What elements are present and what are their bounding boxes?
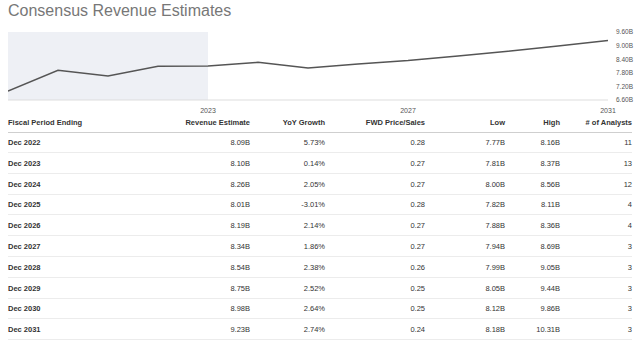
html-text:2.14%: 2.14% (303, 221, 325, 231)
html-text:3: 3 (627, 262, 632, 272)
html-text:Dec 2023: Dec 2023 (8, 158, 41, 168)
svg-text:6.60B: 6.60B (616, 96, 632, 103)
html-text:8.37B: 8.37B (540, 158, 560, 168)
html-text:7.82B: 7.82B (485, 200, 505, 210)
html-text:2.38%: 2.38% (303, 262, 325, 272)
html-text:Consensus Revenue Estimates: Consensus Revenue Estimates (8, 2, 232, 19)
html-text:3: 3 (627, 242, 632, 251)
html-text:Revenue Estimate: Revenue Estimate (185, 118, 250, 127)
html-text:1.86%: 1.86% (303, 242, 325, 251)
html-text:2.05%: 2.05% (303, 179, 325, 189)
svg-text:7.20B: 7.20B (616, 83, 632, 90)
html-text:0.27: 0.27 (410, 158, 425, 168)
html-text:4: 4 (627, 221, 632, 231)
html-text:7.99B: 7.99B (485, 262, 505, 272)
html-text:0.14%: 0.14% (303, 158, 325, 168)
html-text:9.05B: 9.05B (540, 262, 560, 272)
html-text:8.26B: 8.26B (230, 179, 250, 189)
html-text:Dec 2027: Dec 2027 (8, 242, 41, 251)
html-text:# of Analysts: # of Analysts (585, 118, 632, 127)
html-text:Dec 2026: Dec 2026 (8, 221, 41, 231)
svg-text:9.60B: 9.60B (616, 28, 632, 35)
html-text:7.88B: 7.88B (485, 221, 505, 231)
html-text:9.44B: 9.44B (540, 283, 560, 293)
html-text:Dec 2030: Dec 2030 (8, 304, 41, 314)
html-text:13: 13 (623, 158, 632, 168)
html-text:3: 3 (627, 283, 632, 293)
html-text:4: 4 (627, 200, 632, 210)
html-text:8.75B: 8.75B (230, 283, 250, 293)
svg-text:7.80B: 7.80B (616, 69, 632, 76)
html-text:2.52%: 2.52% (303, 283, 325, 293)
html-text:0.27: 0.27 (410, 221, 425, 231)
html-text:0.27: 0.27 (410, 242, 425, 251)
html-text:5.73%: 5.73% (303, 138, 325, 147)
html-text:9.23B: 9.23B (230, 325, 250, 335)
html-text:8.09B: 8.09B (230, 138, 250, 147)
html-text:Fiscal Period Ending: Fiscal Period Ending (8, 118, 83, 127)
html-text:2.64%: 2.64% (303, 304, 325, 314)
html-text:Dec 2029: Dec 2029 (8, 283, 41, 293)
html-text:Dec 2025: Dec 2025 (8, 200, 41, 210)
html-text:0.26: 0.26 (410, 262, 425, 272)
html-text:8.69B: 8.69B (540, 242, 560, 251)
html-text:Dec 2024: Dec 2024 (8, 179, 41, 189)
html-text:High: High (543, 118, 560, 127)
html-text:0.28: 0.28 (410, 200, 425, 210)
html-text:Dec 2022: Dec 2022 (8, 138, 41, 147)
svg-text:2023: 2023 (200, 107, 216, 114)
html-text:0.24: 0.24 (410, 325, 425, 335)
html-text:8.10B: 8.10B (230, 158, 250, 168)
html-text:8.00B: 8.00B (485, 179, 505, 189)
html-text:Dec 2028: Dec 2028 (8, 262, 41, 272)
html-text:0.25: 0.25 (410, 283, 425, 293)
svg-text:8.40B: 8.40B (616, 56, 632, 63)
html-text:8.18B: 8.18B (485, 325, 505, 335)
html-text:3: 3 (627, 325, 632, 335)
html-text:Low: Low (490, 118, 505, 127)
html-text:9.86B: 9.86B (540, 304, 560, 314)
svg-text:2031: 2031 (600, 107, 616, 114)
html-text:8.19B: 8.19B (230, 221, 250, 231)
html-text:7.81B: 7.81B (485, 158, 505, 168)
svg-text:9.00B: 9.00B (616, 42, 632, 49)
html-text:8.98B: 8.98B (230, 304, 250, 314)
html-text:8.36B: 8.36B (540, 221, 560, 231)
html-text:0.28: 0.28 (410, 138, 425, 147)
html-text:2.74%: 2.74% (303, 325, 325, 335)
html-text:8.54B: 8.54B (230, 262, 250, 272)
html-text:7.94B: 7.94B (485, 242, 505, 251)
html-text:7.77B: 7.77B (485, 138, 505, 147)
html-text:YoY Growth: YoY Growth (282, 118, 325, 127)
html-text:8.11B: 8.11B (541, 200, 560, 210)
html-text:10.31B: 10.31B (536, 325, 560, 335)
html-text:8.01B: 8.01B (230, 200, 250, 210)
html-text:11: 11 (624, 138, 632, 147)
html-text:FWD Price/Sales: FWD Price/Sales (365, 118, 425, 127)
html-text:3: 3 (627, 304, 632, 314)
html-text:-3.01%: -3.01% (301, 200, 325, 210)
html-text:Dec 2031: Dec 2031 (8, 325, 41, 335)
html-text:8.12B: 8.12B (485, 304, 505, 314)
html-text:0.25: 0.25 (410, 304, 425, 314)
html-text:8.05B: 8.05B (485, 283, 505, 293)
svg-text:2027: 2027 (400, 107, 416, 114)
html-text:0.27: 0.27 (410, 179, 425, 189)
html-text:12: 12 (623, 179, 632, 189)
html-text:8.16B: 8.16B (540, 138, 560, 147)
html-text:8.56B: 8.56B (540, 179, 560, 189)
html-text:8.34B: 8.34B (230, 242, 250, 251)
